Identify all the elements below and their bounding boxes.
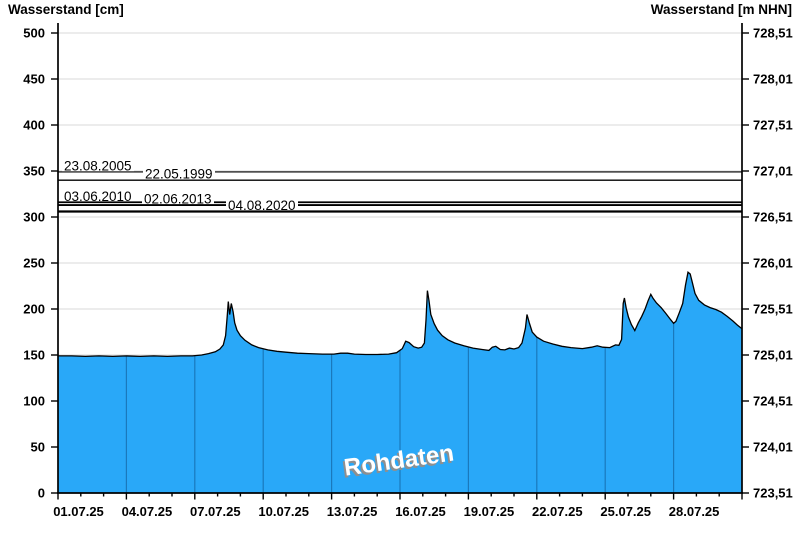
reference-line-03-06-2010: 03.06.2010 [58, 188, 742, 205]
left-tick-label: 400 [23, 118, 45, 133]
left-tick-label: 500 [23, 26, 45, 41]
right-tick-label: 726,01 [753, 256, 793, 271]
x-axis-date-label: 13.07.25 [327, 504, 378, 519]
x-axis-date-label: 28.07.25 [669, 504, 720, 519]
x-axis-date-label: 10.07.25 [258, 504, 309, 519]
right-tick-label: 724,01 [753, 440, 793, 455]
reference-line-23-08-2005: 23.08.2005 [58, 157, 742, 174]
x-axis-date-label: 07.07.25 [190, 504, 241, 519]
right-axis-title: Wasserstand [m NHN] [650, 2, 792, 17]
reference-line-label: 04.08.2020 [228, 198, 296, 213]
right-tick-label: 728,51 [753, 26, 793, 41]
reference-line-label: 22.05.1999 [145, 167, 213, 182]
x-axis-date-label: 16.07.25 [395, 504, 446, 519]
right-tick-label: 723,51 [753, 486, 793, 501]
left-tick-label: 150 [23, 348, 45, 363]
x-axis-date-label: 01.07.25 [53, 504, 104, 519]
right-tick-label: 725,01 [753, 348, 793, 363]
axes: 0 723,51 50 724,01 100 724,51 150 725,01 200 725,… [23, 23, 793, 519]
reference-line-04-08-2020: 04.08.2020 [58, 197, 742, 214]
reference-line-label: 03.06.2010 [64, 189, 132, 204]
left-tick-label: 100 [23, 394, 45, 409]
reference-line-label: 02.06.2013 [144, 192, 212, 207]
left-axis-title: Wasserstand [cm] [8, 2, 124, 17]
reference-line-02-06-2013: 02.06.2013 [58, 191, 742, 208]
right-tick-label: 724,51 [753, 394, 793, 409]
left-tick-label: 250 [23, 256, 45, 271]
x-axis-date-label: 04.07.25 [122, 504, 173, 519]
reference-line-22-05-1999: 22.05.1999 [58, 166, 742, 183]
right-tick-label: 727,51 [753, 118, 793, 133]
vertical-gridlines [125, 272, 675, 493]
water-level-curve [58, 271, 743, 358]
x-axis-date-label: 19.07.25 [464, 504, 515, 519]
left-tick-label: 200 [23, 302, 45, 317]
reference-line-label: 23.08.2005 [64, 158, 132, 173]
x-axis-date-label: 25.07.25 [600, 504, 651, 519]
left-tick-label: 450 [23, 72, 45, 87]
x-axis-date-label: 22.07.25 [532, 504, 583, 519]
left-tick-label: 0 [38, 486, 45, 501]
right-tick-label: 726,51 [753, 210, 793, 225]
right-tick-label: 725,51 [753, 302, 793, 317]
left-tick-label: 300 [23, 210, 45, 225]
right-tick-label: 728,01 [753, 72, 793, 87]
left-tick-label: 50 [31, 440, 45, 455]
left-tick-label: 350 [23, 164, 45, 179]
right-tick-label: 727,01 [753, 164, 793, 179]
